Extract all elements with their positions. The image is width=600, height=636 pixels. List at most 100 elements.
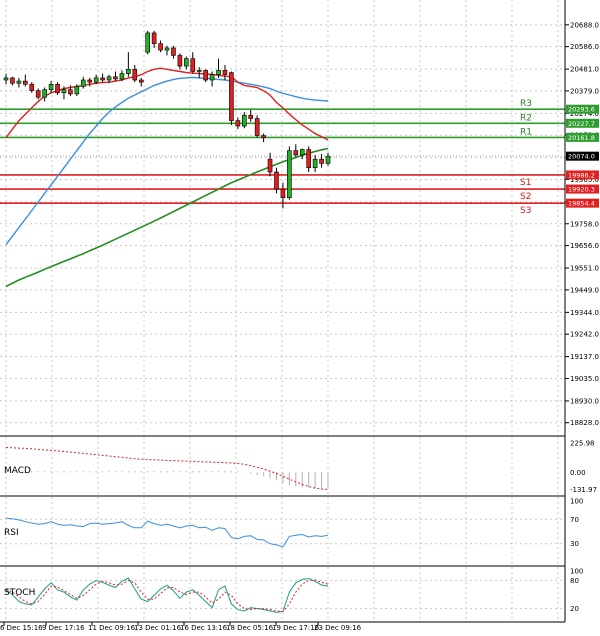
- x-tick-label: 13 Dec 01:16: [134, 624, 182, 632]
- level-price-badge: [566, 170, 599, 180]
- level-price-label: 20161.8: [568, 134, 595, 142]
- y-tick-label: 19242.0: [570, 331, 599, 339]
- stoch-main-line: [5, 577, 329, 613]
- x-tick-label: 23 Dec 09:16: [314, 624, 362, 632]
- candle-down: [55, 83, 60, 94]
- candle-up: [216, 70, 221, 75]
- level-name-r3: R3: [520, 99, 532, 109]
- candle-down: [274, 171, 279, 190]
- candle-down: [87, 79, 93, 83]
- level-price-label: 19920.3: [568, 186, 595, 194]
- candle-up: [145, 32, 150, 53]
- candle-down: [151, 32, 157, 44]
- candle-down: [235, 120, 241, 127]
- candle-up: [241, 115, 247, 127]
- candle-down: [113, 76, 118, 80]
- candle-up: [93, 77, 99, 83]
- candle-down: [158, 43, 163, 51]
- stoch-y-tick-label: 20: [570, 605, 579, 613]
- ma-green-line: [5, 147, 329, 288]
- candle-up: [61, 89, 67, 94]
- y-tick-label: 20481.0: [570, 66, 599, 74]
- stoch-signal-line: [5, 579, 329, 612]
- candle-down: [261, 135, 266, 139]
- candle-down: [222, 70, 228, 75]
- candle-down: [267, 158, 273, 173]
- level-name-s3: S3: [520, 206, 531, 216]
- level-name-s1: S1: [520, 178, 531, 188]
- level-price-badge: [566, 104, 599, 114]
- x-tick-label: 6 Dec 15:16: [0, 624, 43, 632]
- candle-down: [35, 90, 41, 98]
- y-tick-label: 19965.0: [570, 176, 599, 184]
- stoch-label: STOCH: [4, 588, 35, 598]
- candle-up: [164, 47, 170, 51]
- candle-down: [306, 149, 311, 169]
- level-name-r1: R1: [520, 127, 532, 137]
- level-price-badge: [566, 132, 599, 142]
- x-tick-label: 19 Dec 17:16: [272, 624, 320, 632]
- candle-up: [287, 150, 292, 198]
- current-price-badge: [566, 151, 599, 161]
- rsi-y-tick-label: 100: [570, 498, 583, 506]
- candle-down: [177, 55, 183, 67]
- candle-down: [100, 77, 105, 81]
- y-tick-label: 18828.0: [570, 419, 599, 427]
- y-tick-label: 18930.0: [570, 397, 599, 405]
- level-price-badge: [566, 184, 599, 194]
- candle-up: [209, 74, 215, 81]
- rsi-line: [5, 517, 329, 548]
- y-tick-label: 19551.0: [570, 265, 599, 273]
- candle-down: [171, 47, 176, 56]
- candle-down: [248, 115, 254, 119]
- candle-up: [299, 149, 305, 156]
- rsi-y-tick-label: 30: [570, 540, 579, 548]
- macd-y-tick-label: 225.98: [570, 439, 595, 447]
- candle-down: [203, 70, 208, 81]
- candle-up: [196, 70, 202, 72]
- candle-up: [325, 155, 331, 164]
- candle-down: [190, 58, 196, 72]
- level-name-s2: S2: [520, 192, 531, 202]
- candle-down: [29, 83, 35, 92]
- level-price-label: 19986.2: [568, 171, 595, 179]
- y-tick-label: 19137.0: [570, 353, 599, 361]
- candle-down: [10, 77, 15, 84]
- level-price-badge: [566, 118, 599, 128]
- candle-up: [80, 79, 86, 87]
- rsi-y-tick-label: 70: [570, 516, 579, 524]
- rsi-label: RSI: [4, 528, 19, 538]
- level-price-label: 20227.7: [568, 120, 595, 128]
- x-tick-label: 16 Dec 13:16: [180, 624, 228, 632]
- macd-label: MACD: [4, 466, 31, 476]
- candle-up: [74, 86, 80, 95]
- candle-up: [312, 158, 318, 169]
- candle-down: [254, 118, 260, 136]
- candle-down: [68, 89, 73, 95]
- candle-up: [126, 69, 131, 74]
- candle-down: [319, 158, 324, 164]
- level-price-label: 20293.6: [568, 106, 595, 114]
- y-tick-label: 20379.0: [570, 87, 599, 95]
- y-tick-label: 19035.0: [570, 375, 599, 383]
- y-tick-label: 20274.0: [570, 110, 599, 118]
- candle-up: [106, 76, 112, 81]
- level-price-badge: [566, 198, 599, 208]
- candle-up: [3, 77, 9, 81]
- ma-red-line: [5, 67, 329, 141]
- macd-y-tick-label: -131.97: [570, 486, 597, 494]
- level-name-r2: R2: [520, 113, 532, 123]
- candle-up: [184, 58, 189, 67]
- y-tick-label: 19758.0: [570, 220, 599, 228]
- x-tick-label: 9 Dec 17:16: [42, 624, 85, 632]
- x-tick-label: 11 Dec 09:16: [88, 624, 136, 632]
- current-price-label: 20074.0: [568, 153, 595, 161]
- candle-down: [293, 150, 299, 156]
- candle-down: [132, 69, 138, 81]
- stoch-y-tick-label: 80: [570, 577, 579, 585]
- candle-up: [119, 73, 125, 80]
- y-tick-label: 19656.0: [570, 242, 599, 250]
- level-price-label: 19854.4: [568, 200, 595, 208]
- y-tick-label: 20586.0: [570, 43, 599, 51]
- y-tick-label: 20688.0: [570, 21, 599, 29]
